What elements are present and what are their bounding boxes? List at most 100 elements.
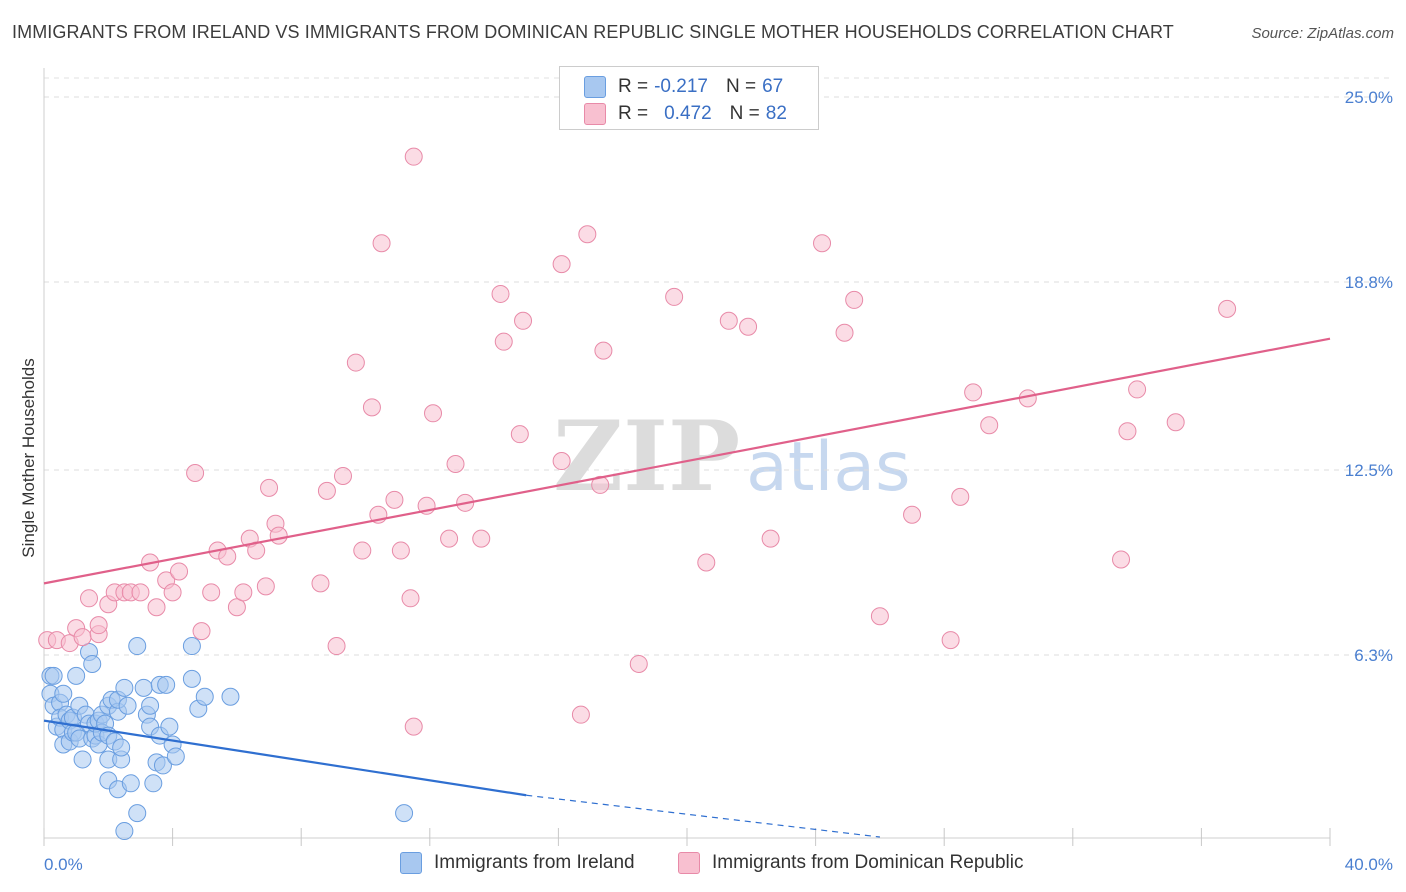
ireland-point — [118, 696, 137, 715]
ireland-trendline-extension — [526, 794, 880, 838]
legend-n-label: N = — [725, 76, 757, 97]
dominican-point — [234, 583, 253, 602]
dominican-point — [163, 583, 182, 602]
x-tick-label: 0.0% — [44, 855, 83, 874]
ireland-point — [115, 822, 134, 841]
ireland-point — [73, 750, 92, 769]
dominican-point — [761, 529, 780, 548]
watermark-atlas: atlas — [746, 428, 911, 507]
y-tick-label: 6.3% — [1354, 646, 1393, 665]
dominican-point — [362, 398, 381, 417]
dominican-point — [89, 616, 108, 635]
dominican-point — [494, 332, 513, 351]
legend-r-label: R = — [618, 103, 649, 124]
legend-n-label: N = — [729, 103, 760, 124]
dominican-point — [80, 589, 99, 608]
dominican-point — [552, 255, 571, 274]
dominican-point — [510, 425, 529, 444]
dominican-trendline — [43, 337, 1331, 585]
dominican-point — [964, 383, 983, 402]
dominican-point — [594, 341, 613, 360]
ireland-point — [115, 678, 134, 697]
dominican-point — [951, 487, 970, 506]
series-label-ireland: Immigrants from Ireland — [434, 852, 635, 873]
dominican-point — [941, 631, 960, 650]
dominican-point — [186, 463, 205, 482]
ireland-point — [221, 687, 240, 706]
dominican-point — [372, 234, 391, 253]
series-swatch-dominican — [678, 852, 700, 874]
ireland-point — [128, 637, 147, 656]
ireland-point — [112, 738, 131, 757]
dominican-point — [1128, 380, 1147, 399]
ireland-point — [157, 675, 176, 694]
zipatlas-watermark: ZIPatlas — [553, 400, 911, 513]
ireland-point — [395, 804, 414, 823]
dominican-point — [552, 452, 571, 471]
dominican-point — [311, 574, 330, 593]
dominican-point — [1118, 422, 1137, 441]
y-tick-label: 12.5% — [1345, 461, 1393, 480]
y-axis-label: Single Mother Households — [19, 358, 38, 557]
ireland-point — [134, 678, 153, 697]
dominican-point — [424, 404, 443, 423]
legend-row-ireland: R = -0.217 N = 67 — [584, 74, 784, 100]
legend-r-value: -0.217 — [654, 76, 708, 97]
dominican-point — [317, 481, 336, 500]
dominican-point — [739, 317, 758, 336]
chart-title: IMMIGRANTS FROM IRELAND VS IMMIGRANTS FR… — [12, 22, 1174, 42]
correlation-legend: R = -0.217 N = 67 R = 0.472 N = 82 — [559, 66, 819, 130]
ireland-point — [54, 684, 73, 703]
ireland-point — [153, 756, 172, 775]
dominican-point — [401, 589, 420, 608]
ireland-point — [166, 747, 185, 766]
legend-r-value: 0.472 — [664, 103, 712, 124]
dominican-point — [385, 490, 404, 509]
dominican-point — [697, 553, 716, 572]
dominican-point — [491, 284, 510, 303]
dominican-point — [227, 598, 246, 617]
series-legend-dominican: Immigrants from Dominican Republic — [678, 852, 1024, 874]
dominican-point — [202, 583, 221, 602]
dominican-point — [1218, 299, 1237, 318]
dominican-point — [404, 717, 423, 736]
dominican-point — [391, 541, 410, 560]
dominican-point — [835, 323, 854, 342]
legend-row-dominican: R = 0.472 N = 82 — [584, 101, 787, 127]
dominican-point — [813, 234, 832, 253]
dominican-point — [571, 705, 590, 724]
dominican-point — [903, 505, 922, 524]
dominican-point — [980, 416, 999, 435]
dominican-point — [260, 478, 279, 497]
dominican-point — [472, 529, 491, 548]
dominican-point — [404, 147, 423, 166]
ireland-point — [83, 654, 102, 673]
series-label-dominican: Immigrants from Dominican Republic — [712, 852, 1024, 873]
dominican-point — [147, 598, 166, 617]
legend-n-value: 67 — [762, 76, 784, 97]
ireland-point — [144, 774, 163, 793]
legend-r-label: R = — [618, 76, 649, 97]
ireland-point — [44, 666, 63, 685]
dominican-point — [514, 311, 533, 330]
dominican-point — [870, 607, 889, 626]
dominican-point — [192, 622, 211, 641]
legend-swatch-ireland — [584, 76, 606, 98]
dominican-point — [1166, 413, 1185, 432]
dominican-point — [440, 529, 459, 548]
dominican-point — [333, 466, 352, 485]
source-credit: Source: ZipAtlas.com — [1251, 25, 1394, 42]
dominican-point — [269, 526, 288, 545]
series-legend: Immigrants from Ireland Immigrants from … — [0, 852, 1406, 878]
ireland-point — [67, 666, 86, 685]
dominican-point — [629, 654, 648, 673]
ireland-point — [182, 669, 201, 688]
dominican-point — [446, 455, 465, 474]
ireland-point — [160, 717, 179, 736]
dominican-point — [353, 541, 372, 560]
dominican-point — [131, 583, 150, 602]
ireland-point — [121, 774, 140, 793]
dominican-point — [578, 225, 597, 244]
series-swatch-ireland — [400, 852, 422, 874]
y-tick-label: 25.0% — [1345, 88, 1393, 107]
